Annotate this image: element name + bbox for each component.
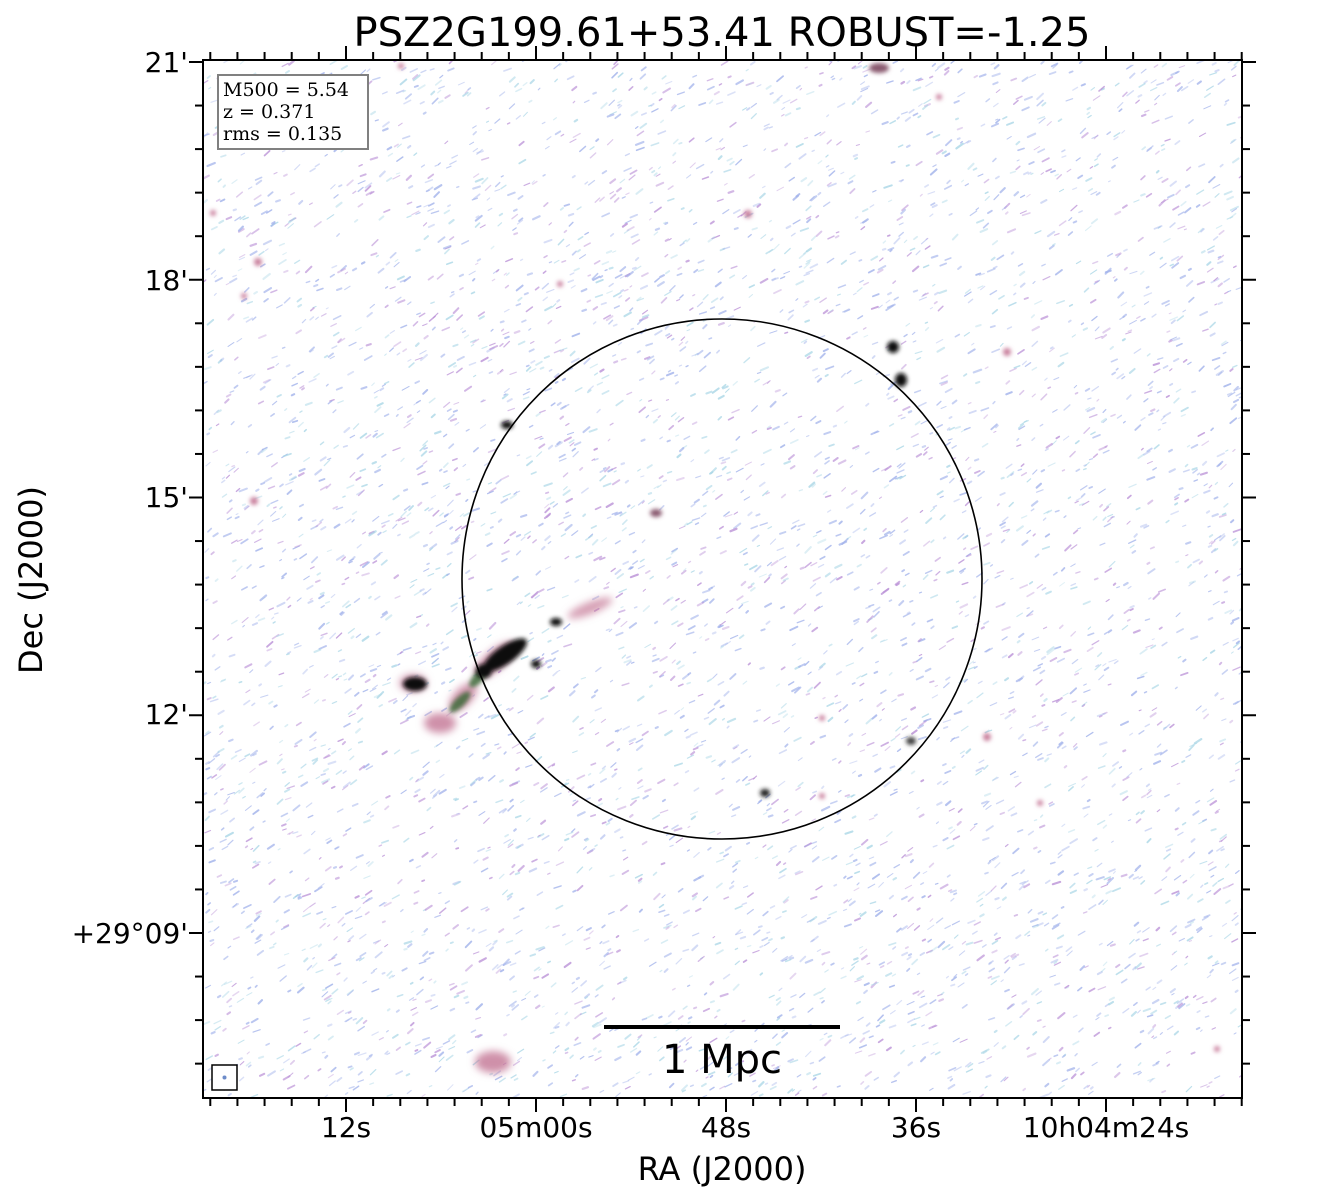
x-tick-label: 48s <box>701 1111 751 1144</box>
x-tick-label: 12s <box>321 1111 371 1144</box>
info-box: M500 = 5.54 z = 0.371 rms = 0.135 <box>217 74 369 150</box>
y-tick-label: 18' <box>145 264 188 297</box>
m500-label: M500 = 5.54 <box>223 79 349 101</box>
y-tick-label: 15' <box>145 481 188 514</box>
beam-indicator <box>211 1064 238 1091</box>
x-tick-labels: 12s 05m00s 48s 36s 10h04m24s <box>321 1111 1189 1144</box>
y-axis-title: Dec (J2000) <box>12 486 50 674</box>
radio-sources <box>210 63 1220 1073</box>
figure-title: PSZ2G199.61+53.41 ROBUST=-1.25 <box>354 10 1091 56</box>
plot-frame <box>202 59 1243 1099</box>
r500-circle <box>461 318 983 840</box>
scale-bar: 1 Mpc <box>604 1025 840 1083</box>
redshift-label: z = 0.371 <box>223 101 315 123</box>
image-background <box>203 60 1242 1098</box>
y-tick-label: 21' <box>145 46 188 79</box>
x-tick-label: 05m00s <box>479 1111 592 1144</box>
scale-bar-label: 1 Mpc <box>662 1037 782 1083</box>
x-tick-label: 36s <box>891 1111 941 1144</box>
y-tick-label: +29°09' <box>72 917 188 950</box>
y-tick-label: 12' <box>145 698 188 731</box>
axis-ticks <box>189 46 1256 1112</box>
rms-label: rms = 0.135 <box>223 123 342 145</box>
compact-sources <box>210 63 1220 1052</box>
noise-texture <box>203 60 1242 1098</box>
x-tick-label: 10h04m24s <box>1023 1111 1190 1144</box>
y-tick-labels: 21' 18' 15' 12' +29°09' <box>72 46 188 950</box>
source-cores <box>403 63 916 797</box>
x-axis-title: RA (J2000) <box>638 1150 807 1188</box>
